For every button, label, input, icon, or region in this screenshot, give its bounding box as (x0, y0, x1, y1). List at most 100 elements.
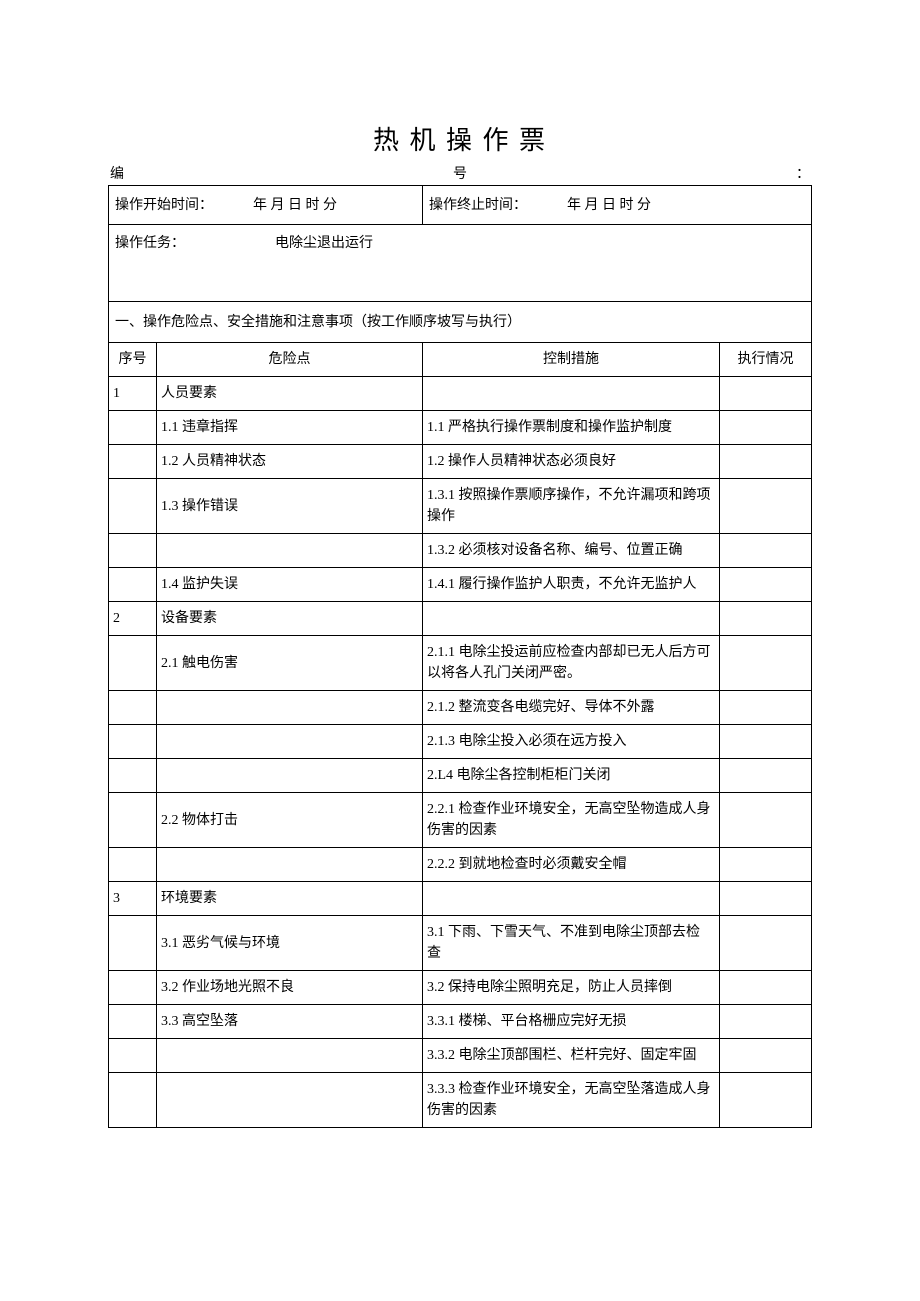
cell-measure: 2.L4 电除尘各控制柜柜门关闭 (423, 759, 720, 793)
header-seq: 序号 (109, 343, 157, 377)
cell-measure (423, 377, 720, 411)
table-row: 3.3.2 电除尘顶部围栏、栏杆完好、固定牢固 (109, 1039, 812, 1073)
cell-risk: 3.1 恶劣气候与环境 (157, 916, 423, 971)
page: 热 机 操 作 票 编 号 ： 操作开始时间： 年 月 日 时 分 操作终止时间… (0, 0, 920, 1301)
cell-exec (720, 411, 812, 445)
doc-no-center: 号 (453, 163, 467, 183)
cell-risk: 1.3 操作错误 (157, 479, 423, 534)
table-row: 3环境要素 (109, 882, 812, 916)
cell-seq (109, 971, 157, 1005)
cell-risk: 2.2 物体打击 (157, 793, 423, 848)
cell-risk (157, 725, 423, 759)
header-row: 序号 危险点 控制措施 执行情况 (109, 343, 812, 377)
cell-exec (720, 445, 812, 479)
cell-measure: 3.1 下雨、下雪天气、不准到电除尘顶部去检查 (423, 916, 720, 971)
cell-seq (109, 1039, 157, 1073)
time-row: 操作开始时间： 年 月 日 时 分 操作终止时间： 年 月 日 时 分 (109, 186, 812, 225)
cell-risk: 环境要素 (157, 882, 423, 916)
task-value: 电除尘退出运行 (275, 233, 373, 254)
table-row: 2设备要素 (109, 602, 812, 636)
table-row: 1.2 人员精神状态1.2 操作人员精神状态必须良好 (109, 445, 812, 479)
cell-exec (720, 691, 812, 725)
cell-seq (109, 691, 157, 725)
table-row: 1.1 违章指挥1.1 严格执行操作票制度和操作监护制度 (109, 411, 812, 445)
cell-risk: 设备要素 (157, 602, 423, 636)
cell-risk: 人员要素 (157, 377, 423, 411)
table-row: 3.1 恶劣气候与环境3.1 下雨、下雪天气、不准到电除尘顶部去检查 (109, 916, 812, 971)
end-time-cell: 操作终止时间： 年 月 日 时 分 (423, 186, 812, 225)
cell-seq (109, 636, 157, 691)
cell-risk: 3.2 作业场地光照不良 (157, 971, 423, 1005)
cell-seq (109, 479, 157, 534)
end-time-value: 年 月 日 时 分 (527, 195, 651, 216)
table-row: 1.4 监护失误1.4.1 履行操作监护人职责，不允许无监护人 (109, 568, 812, 602)
cell-seq (109, 1073, 157, 1128)
table-row: 2.2 物体打击2.2.1 检查作业环境安全，无高空坠物造成人身伤害的因素 (109, 793, 812, 848)
cell-exec (720, 725, 812, 759)
section-title-row: 一、操作危险点、安全措施和注意事项（按工作顺序坡写与执行） (109, 302, 812, 343)
cell-exec (720, 568, 812, 602)
cell-risk (157, 691, 423, 725)
table-row: 1人员要素 (109, 377, 812, 411)
cell-seq (109, 759, 157, 793)
cell-exec (720, 377, 812, 411)
cell-measure: 3.2 保持电除尘照明充足，防止人员摔倒 (423, 971, 720, 1005)
cell-risk: 1.2 人员精神状态 (157, 445, 423, 479)
cell-exec (720, 793, 812, 848)
cell-measure: 3.3.2 电除尘顶部围栏、栏杆完好、固定牢固 (423, 1039, 720, 1073)
cell-measure (423, 602, 720, 636)
page-title: 热 机 操 作 票 (108, 120, 812, 157)
cell-seq (109, 916, 157, 971)
cell-measure (423, 882, 720, 916)
header-measure: 控制措施 (423, 343, 720, 377)
table-row: 3.3 高空坠落3.3.1 楼梯、平台格栅应完好无损 (109, 1005, 812, 1039)
cell-seq (109, 1005, 157, 1039)
cell-risk (157, 1039, 423, 1073)
cell-seq (109, 725, 157, 759)
cell-seq (109, 445, 157, 479)
cell-risk: 2.1 触电伤害 (157, 636, 423, 691)
cell-seq (109, 848, 157, 882)
start-time-value: 年 月 日 时 分 (213, 195, 337, 216)
cell-exec (720, 882, 812, 916)
doc-no-right: ： (796, 163, 810, 183)
cell-risk (157, 534, 423, 568)
table-row: 3.3.3 检查作业环境安全，无高空坠落造成人身伤害的因素 (109, 1073, 812, 1128)
cell-exec (720, 636, 812, 691)
cell-risk: 1.1 违章指挥 (157, 411, 423, 445)
section-title-cell: 一、操作危险点、安全措施和注意事项（按工作顺序坡写与执行） (109, 302, 812, 343)
start-time-label: 操作开始时间： (115, 195, 213, 216)
cell-measure: 2.1.2 整流变各电缆完好、导体不外露 (423, 691, 720, 725)
cell-measure: 1.3.1 按照操作票顺序操作，不允许漏项和跨项操作 (423, 479, 720, 534)
data-body: 1人员要素1.1 违章指挥1.1 严格执行操作票制度和操作监护制度1.2 人员精… (109, 377, 812, 1128)
cell-exec (720, 479, 812, 534)
doc-no-left: 编 (110, 163, 124, 183)
cell-seq: 3 (109, 882, 157, 916)
cell-seq (109, 534, 157, 568)
cell-measure: 1.4.1 履行操作监护人职责，不允许无监护人 (423, 568, 720, 602)
cell-exec (720, 534, 812, 568)
cell-measure: 1.1 严格执行操作票制度和操作监护制度 (423, 411, 720, 445)
table-row: 2.1 触电伤害2.1.1 电除尘投运前应检查内部却已无人后方可以将各人孔门关闭… (109, 636, 812, 691)
cell-measure: 1.2 操作人员精神状态必须良好 (423, 445, 720, 479)
cell-exec (720, 916, 812, 971)
cell-risk (157, 848, 423, 882)
cell-seq (109, 411, 157, 445)
cell-measure: 1.3.2 必须核对设备名称、编号、位置正确 (423, 534, 720, 568)
cell-risk: 1.4 监护失误 (157, 568, 423, 602)
cell-risk (157, 759, 423, 793)
task-cell: 操作任务： 电除尘退出运行 (109, 225, 812, 302)
cell-exec (720, 602, 812, 636)
task-row: 操作任务： 电除尘退出运行 (109, 225, 812, 302)
cell-risk (157, 1073, 423, 1128)
cell-measure: 2.1.3 电除尘投入必须在远方投入 (423, 725, 720, 759)
cell-risk: 3.3 高空坠落 (157, 1005, 423, 1039)
header-exec: 执行情况 (720, 343, 812, 377)
table-row: 2.1.2 整流变各电缆完好、导体不外露 (109, 691, 812, 725)
cell-exec (720, 1005, 812, 1039)
cell-exec (720, 971, 812, 1005)
cell-measure: 3.3.3 检查作业环境安全，无高空坠落造成人身伤害的因素 (423, 1073, 720, 1128)
cell-exec (720, 759, 812, 793)
table-row: 2.L4 电除尘各控制柜柜门关闭 (109, 759, 812, 793)
table-row: 2.2.2 到就地检查时必须戴安全帽 (109, 848, 812, 882)
